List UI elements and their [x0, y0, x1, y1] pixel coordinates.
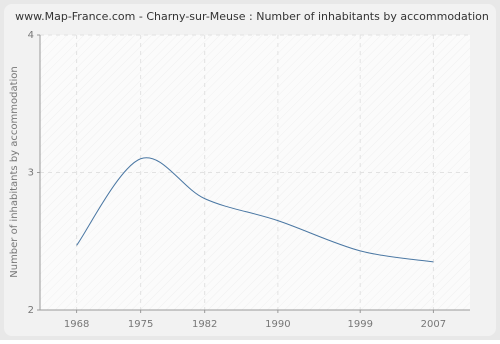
y-axis-label: Number of inhabitants by accommodation: [9, 66, 20, 278]
y-tick-label: 3: [28, 168, 34, 179]
line: [76, 157, 434, 263]
chart-title: www.Map-France.com - Charny-sur-Meuse : …: [15, 10, 489, 23]
x-tick-label: 1982: [192, 319, 217, 330]
x-tick-label: 1999: [347, 319, 372, 330]
x-tick-label: 1990: [265, 319, 290, 330]
y-tick-label: 2: [28, 305, 34, 316]
y-tick-label: 4: [28, 30, 34, 41]
x-tick-label: 1975: [128, 319, 153, 330]
plot-area: [40, 35, 470, 310]
x-tick-label: 1968: [64, 319, 89, 330]
x-tick-label: 2007: [421, 319, 446, 330]
